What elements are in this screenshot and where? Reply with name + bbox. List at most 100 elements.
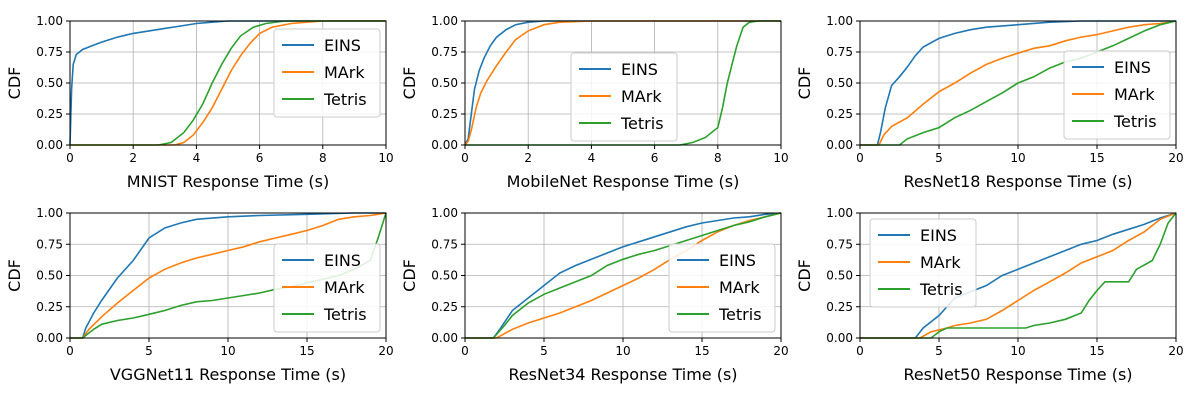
y-tick-label: 0.75 [36, 237, 63, 251]
series-line-eins [70, 212, 386, 339]
y-tick-label: 0.75 [826, 237, 853, 251]
y-tick-label: 1.00 [431, 206, 458, 220]
y-tick-label: 0.00 [826, 331, 853, 345]
chart-panel-4: 0 5 10 15 20 0.00 0.25 0.50 0.75 1.00 VGGNet11 Res… [5, 206, 394, 384]
legend: EINS MArk Tetris [869, 218, 977, 308]
chart-panel-6: 0 5 10 15 20 0.00 0.25 0.50 0.75 1.00 ResNet50 Res… [795, 206, 1184, 384]
x-tick-label: 15 [299, 344, 314, 358]
y-tick-label: 0.50 [826, 76, 853, 90]
y-tick-label: 0.25 [431, 300, 458, 314]
legend-label-eins: EINS [324, 251, 361, 270]
y-axis-label: CDF [5, 67, 24, 100]
legend-label-mark: MArk [324, 63, 365, 82]
y-tick-label: 0.00 [431, 331, 458, 345]
x-tick-label: 15 [1089, 151, 1104, 165]
x-tick-label: 0 [66, 344, 74, 358]
legend-box [570, 52, 678, 142]
legend-label-tetris: Tetris [323, 90, 367, 109]
x-axis-label: ResNet18 Response Time (s) [903, 172, 1132, 191]
x-tick-label: 6 [256, 151, 264, 165]
x-tick-label: 0 [66, 151, 74, 165]
legend-label-mark: MArk [719, 278, 760, 297]
x-tick-label: 15 [694, 344, 709, 358]
legend-label-tetris: Tetris [718, 305, 762, 324]
y-tick-label: 0.50 [36, 269, 63, 283]
legend-box [273, 28, 381, 118]
y-axis-label: CDF [795, 67, 814, 100]
y-tick-label: 0.25 [431, 107, 458, 121]
y-tick-label: 1.00 [36, 14, 63, 28]
y-tick-label: 0.50 [431, 76, 458, 90]
series-line-mark [70, 20, 386, 146]
chart-panel-2: 0 2 4 6 8 10 0.00 0.25 0.50 0.75 1.00 MobileNet Res… [400, 14, 789, 191]
x-axis-label: MNIST Response Time (s) [127, 172, 330, 191]
legend-box [869, 218, 977, 308]
legend-label-eins: EINS [920, 226, 957, 245]
legend-label-eins: EINS [621, 60, 658, 79]
y-tick-label: 0.25 [36, 300, 63, 314]
legend: EINS MArk Tetris [1063, 50, 1171, 140]
legend-label-tetris: Tetris [323, 305, 367, 324]
legend-label-mark: MArk [324, 278, 365, 297]
y-tick-label: 0.50 [826, 269, 853, 283]
series-line-mark [464, 20, 781, 146]
y-tick-label: 1.00 [826, 14, 853, 28]
x-tick-label: 0 [856, 151, 864, 165]
x-tick-label: 20 [773, 344, 788, 358]
series-line-eins [860, 212, 1177, 339]
chart-panel-3: 0 5 10 15 20 0.00 0.25 0.50 0.75 1.00 ResNet18 Res… [795, 14, 1184, 191]
x-tick-label: 10 [220, 344, 235, 358]
x-tick-label: 15 [1089, 344, 1104, 358]
series-line-tetris [70, 20, 386, 146]
y-tick-label: 0.50 [431, 269, 458, 283]
y-tick-label: 0.00 [36, 331, 63, 345]
legend-label-tetris: Tetris [919, 280, 963, 299]
legend-label-mark: MArk [920, 253, 961, 272]
x-tick-label: 5 [145, 344, 153, 358]
x-tick-label: 5 [935, 151, 943, 165]
series-line-mark [860, 20, 1177, 146]
series-line-tetris [465, 212, 782, 339]
x-tick-label: 0 [856, 344, 864, 358]
series-line-tetris [465, 20, 781, 146]
y-tick-label: 0.00 [36, 138, 63, 152]
chart-panel-5: 0 5 10 15 20 0.00 0.25 0.50 0.75 1.00 ResNet34 Res… [400, 206, 789, 384]
y-tick-label: 1.00 [826, 206, 853, 220]
x-tick-label: 8 [714, 151, 722, 165]
x-tick-label: 2 [524, 151, 532, 165]
x-tick-label: 4 [588, 151, 596, 165]
x-tick-label: 6 [651, 151, 659, 165]
x-tick-label: 10 [1010, 344, 1025, 358]
y-tick-label: 1.00 [36, 206, 63, 220]
y-tick-label: 1.00 [431, 14, 458, 28]
x-tick-label: 10 [1010, 151, 1025, 165]
legend-label-eins: EINS [719, 251, 756, 270]
x-tick-label: 5 [935, 344, 943, 358]
legend-box [1063, 50, 1171, 140]
x-tick-label: 0 [461, 344, 469, 358]
y-axis-label: CDF [5, 259, 24, 292]
legend-label-tetris: Tetris [620, 114, 664, 133]
series-line-eins [464, 20, 781, 146]
x-tick-label: 10 [378, 151, 393, 165]
x-axis-label: VGGNet11 Response Time (s) [110, 365, 346, 384]
y-axis-label: CDF [795, 259, 814, 292]
y-tick-label: 0.75 [431, 237, 458, 251]
y-tick-label: 0.25 [826, 300, 853, 314]
y-axis-label: CDF [400, 67, 419, 100]
y-tick-label: 0.75 [431, 45, 458, 59]
legend-box [273, 243, 381, 333]
legend-box [668, 243, 776, 333]
legend-label-mark: MArk [621, 87, 662, 106]
x-tick-label: 8 [319, 151, 327, 165]
legend-label-eins: EINS [324, 36, 361, 55]
legend: EINS MArk Tetris [273, 28, 381, 118]
y-tick-label: 0.00 [826, 138, 853, 152]
x-tick-label: 20 [378, 344, 393, 358]
chart-panel-1: 0 2 4 6 8 10 0.00 0.25 0.50 0.75 1.00 MNIST Respons… [5, 14, 394, 191]
x-tick-label: 5 [540, 344, 548, 358]
legend-label-tetris: Tetris [1113, 112, 1157, 131]
y-tick-label: 0.25 [826, 107, 853, 121]
x-tick-label: 4 [193, 151, 201, 165]
